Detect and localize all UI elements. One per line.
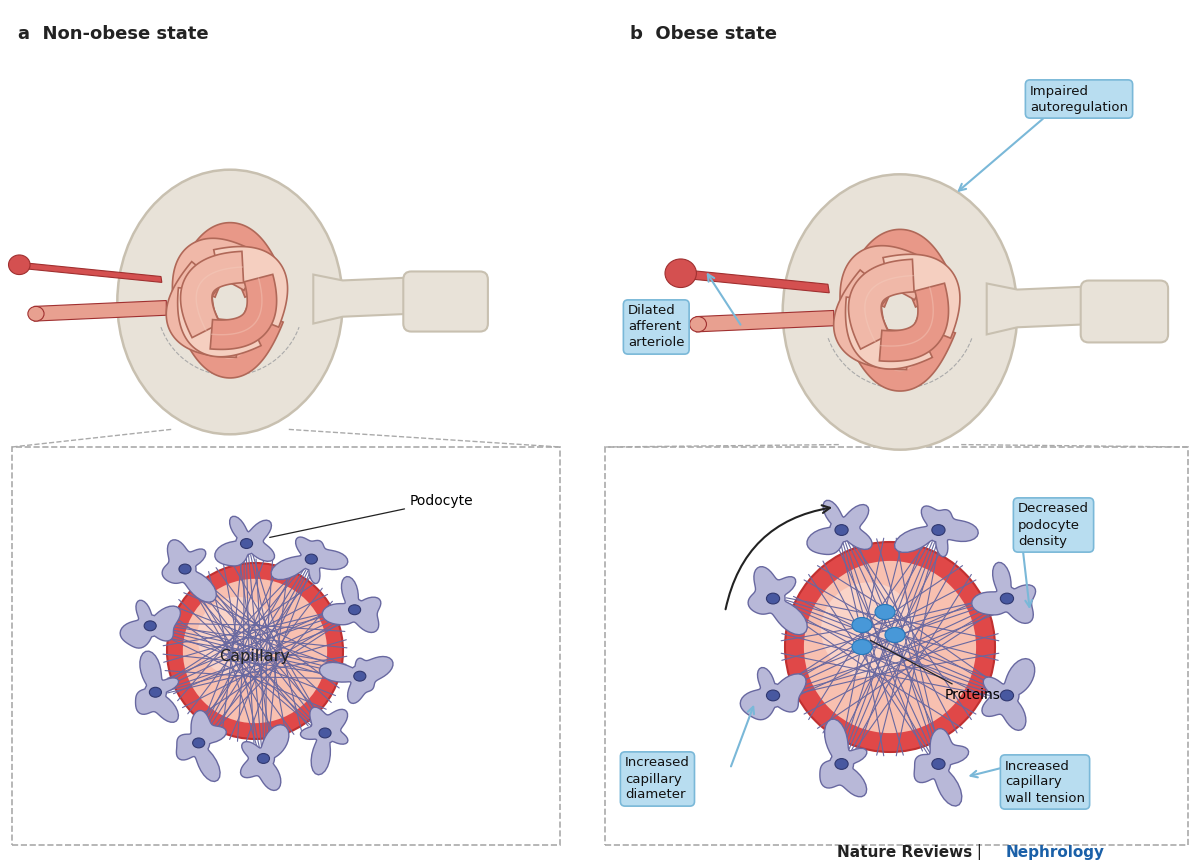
Text: Dilated
afferent
arteriole: Dilated afferent arteriole bbox=[628, 304, 684, 349]
Ellipse shape bbox=[852, 640, 872, 655]
Ellipse shape bbox=[305, 554, 317, 564]
Polygon shape bbox=[986, 284, 1088, 335]
Polygon shape bbox=[180, 251, 244, 337]
Polygon shape bbox=[820, 719, 866, 797]
Bar bbox=[605, 447, 1188, 845]
Polygon shape bbox=[676, 269, 829, 293]
Ellipse shape bbox=[767, 593, 780, 604]
Text: Increased
capillary
diameter: Increased capillary diameter bbox=[625, 757, 690, 801]
Ellipse shape bbox=[665, 259, 696, 288]
Circle shape bbox=[197, 596, 277, 676]
Polygon shape bbox=[842, 230, 958, 307]
Text: b  Obese state: b Obese state bbox=[630, 25, 778, 43]
Ellipse shape bbox=[782, 174, 1018, 450]
Ellipse shape bbox=[319, 728, 331, 738]
Ellipse shape bbox=[118, 170, 343, 434]
Ellipse shape bbox=[835, 525, 848, 536]
Text: Proteins: Proteins bbox=[870, 641, 1001, 702]
Polygon shape bbox=[880, 284, 948, 362]
Polygon shape bbox=[300, 707, 348, 775]
Polygon shape bbox=[215, 517, 275, 566]
Polygon shape bbox=[808, 500, 872, 555]
Text: Impaired
autoregulation: Impaired autoregulation bbox=[1030, 84, 1128, 114]
Ellipse shape bbox=[258, 753, 270, 764]
Polygon shape bbox=[120, 600, 180, 649]
Polygon shape bbox=[167, 262, 236, 357]
Circle shape bbox=[182, 579, 328, 723]
Text: Increased
capillary
wall tension: Increased capillary wall tension bbox=[1006, 759, 1085, 805]
Polygon shape bbox=[14, 262, 162, 283]
Polygon shape bbox=[982, 659, 1034, 730]
Ellipse shape bbox=[193, 738, 205, 748]
Polygon shape bbox=[834, 270, 907, 369]
Polygon shape bbox=[740, 668, 806, 720]
Polygon shape bbox=[846, 297, 932, 369]
Text: a  Non-obese state: a Non-obese state bbox=[18, 25, 209, 43]
Ellipse shape bbox=[240, 538, 252, 549]
Polygon shape bbox=[214, 246, 288, 327]
Polygon shape bbox=[210, 274, 277, 349]
Ellipse shape bbox=[835, 759, 848, 769]
Polygon shape bbox=[696, 310, 834, 332]
FancyBboxPatch shape bbox=[1081, 281, 1168, 342]
Circle shape bbox=[785, 542, 995, 752]
Circle shape bbox=[804, 561, 976, 733]
Polygon shape bbox=[845, 317, 955, 391]
Ellipse shape bbox=[767, 690, 780, 701]
Text: Podocyte: Podocyte bbox=[270, 494, 474, 538]
Ellipse shape bbox=[1001, 593, 1014, 604]
Text: Nephrology: Nephrology bbox=[1006, 845, 1105, 860]
Polygon shape bbox=[972, 563, 1036, 623]
Ellipse shape bbox=[8, 255, 30, 275]
Polygon shape bbox=[271, 537, 348, 583]
Polygon shape bbox=[914, 728, 968, 806]
Polygon shape bbox=[748, 567, 808, 635]
Polygon shape bbox=[848, 259, 914, 349]
Polygon shape bbox=[323, 577, 380, 633]
Ellipse shape bbox=[144, 621, 156, 631]
Ellipse shape bbox=[886, 628, 905, 642]
Ellipse shape bbox=[28, 306, 44, 321]
Text: |: | bbox=[972, 844, 986, 860]
Ellipse shape bbox=[932, 525, 946, 536]
Polygon shape bbox=[136, 651, 179, 722]
Text: Decreased
podocyte
density: Decreased podocyte density bbox=[1018, 503, 1090, 547]
Polygon shape bbox=[34, 301, 167, 321]
Polygon shape bbox=[240, 725, 289, 791]
Ellipse shape bbox=[149, 688, 162, 697]
Ellipse shape bbox=[179, 564, 191, 574]
Ellipse shape bbox=[875, 604, 895, 620]
Text: Nature Reviews: Nature Reviews bbox=[836, 845, 972, 860]
Ellipse shape bbox=[852, 617, 872, 633]
Ellipse shape bbox=[932, 759, 946, 769]
Polygon shape bbox=[175, 223, 286, 297]
Ellipse shape bbox=[354, 671, 366, 681]
Circle shape bbox=[821, 583, 916, 677]
Polygon shape bbox=[178, 288, 262, 357]
Polygon shape bbox=[840, 245, 935, 329]
Polygon shape bbox=[173, 238, 264, 318]
Polygon shape bbox=[176, 308, 283, 378]
Circle shape bbox=[167, 563, 343, 739]
Polygon shape bbox=[176, 710, 227, 781]
Ellipse shape bbox=[690, 316, 707, 332]
Polygon shape bbox=[883, 254, 960, 338]
Polygon shape bbox=[162, 540, 216, 603]
Polygon shape bbox=[313, 275, 412, 323]
Ellipse shape bbox=[348, 605, 361, 615]
Polygon shape bbox=[894, 506, 978, 557]
FancyBboxPatch shape bbox=[403, 271, 488, 331]
Bar bbox=[12, 447, 560, 845]
Ellipse shape bbox=[1001, 690, 1014, 701]
Text: Capillary: Capillary bbox=[220, 649, 290, 663]
Polygon shape bbox=[319, 656, 392, 703]
